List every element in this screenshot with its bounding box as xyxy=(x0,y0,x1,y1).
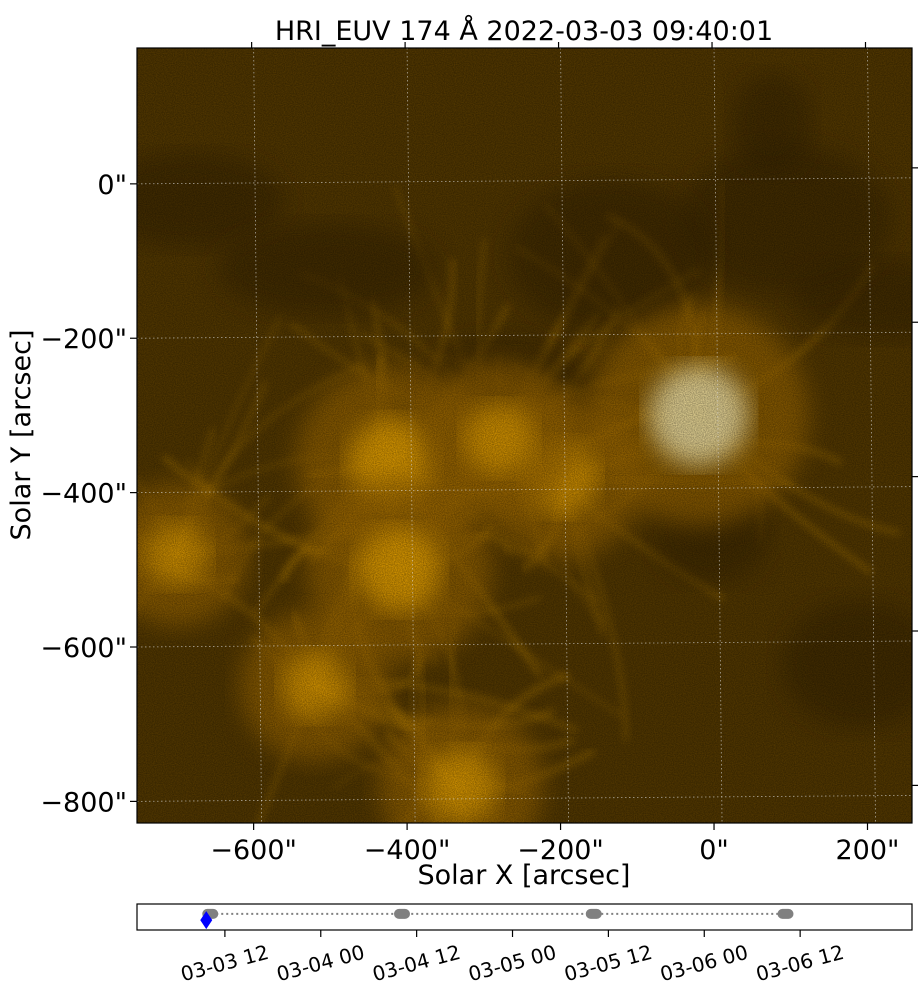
grid-line-x xyxy=(253,48,263,823)
x-tick-label: −200" xyxy=(517,835,604,866)
chart-title: HRI_EUV 174 Å 2022-03-03 09:40:01 xyxy=(275,15,773,47)
timeline-tick-label: 03-04 00 xyxy=(274,940,367,986)
y-tick-label: −200" xyxy=(40,324,127,355)
y-axis-ticks: 0" −200" −400" −600" −800" xyxy=(40,167,918,818)
grid-line-y xyxy=(137,794,912,802)
grid-line-x xyxy=(560,48,569,823)
timeline-frame xyxy=(136,903,913,931)
y-axis-label: Solar Y [arcsec] xyxy=(6,330,37,541)
current-observation-marker xyxy=(200,911,213,930)
x-axis-label: Solar X [arcsec] xyxy=(418,860,631,891)
euv-image xyxy=(137,48,912,823)
timeline-tick-label: 03-06 00 xyxy=(657,940,750,986)
x-axis-ticks: −600" −400" −200" 0" 200" xyxy=(210,42,899,866)
y-tick-label: −800" xyxy=(40,787,127,818)
grid-line-x xyxy=(406,48,416,823)
image-texture xyxy=(137,48,912,823)
grid-line-x xyxy=(713,48,723,823)
y-tick-label: 0" xyxy=(97,170,127,201)
timeline-tick-label: 03-06 12 xyxy=(753,940,846,986)
x-tick-label: 200" xyxy=(836,835,900,866)
observation-marker xyxy=(393,908,410,919)
y-tick-label: −400" xyxy=(40,479,127,510)
x-tick-label: 0" xyxy=(699,835,729,866)
observation-marker xyxy=(777,908,794,919)
x-tick-label: −600" xyxy=(210,835,297,866)
timeline-observations xyxy=(200,908,794,930)
grid-line-x xyxy=(867,48,876,823)
x-tick-label: −400" xyxy=(364,835,451,866)
coordinate-grid xyxy=(137,48,912,823)
grid-line-y xyxy=(137,331,912,339)
grid-line-y xyxy=(137,177,912,185)
timeline-tick-label: 03-05 00 xyxy=(466,940,559,986)
grid-line-y xyxy=(137,486,912,494)
y-tick-label: −600" xyxy=(40,633,127,664)
observation-marker xyxy=(585,908,602,919)
timeline-tick-label: 03-04 12 xyxy=(370,940,463,986)
grid-line-y xyxy=(137,640,912,648)
timeline-ticks: 03-03 12 03-04 00 03-04 12 03-05 00 03-05 12… xyxy=(178,930,846,986)
timeline-tick-label: 03-05 12 xyxy=(562,940,655,986)
map-frame xyxy=(136,47,913,824)
timeline-tick-label: 03-03 12 xyxy=(178,940,271,986)
